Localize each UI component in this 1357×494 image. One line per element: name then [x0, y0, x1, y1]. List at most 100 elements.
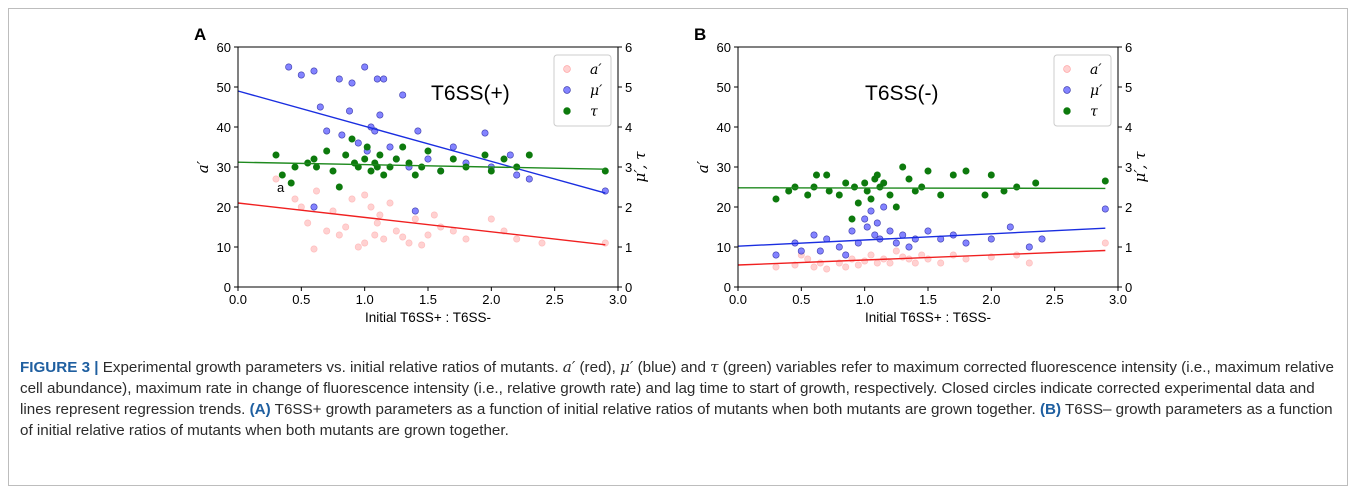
- data-point-green: [361, 155, 369, 163]
- y-right-tick-label: 2: [1125, 200, 1132, 215]
- x-tick-label: 0.0: [229, 292, 247, 307]
- legend-box: [553, 54, 612, 127]
- data-point-green: [791, 183, 799, 191]
- y-left-tick-label: 60: [717, 40, 731, 55]
- y-right-tick-label: 1: [1125, 240, 1132, 255]
- y-left-tick-label: 0: [724, 280, 731, 295]
- data-point-red: [342, 223, 350, 231]
- y-left-tick-label: 10: [717, 240, 731, 255]
- data-point-blue: [772, 251, 780, 259]
- y-left-tick-label: 50: [717, 80, 731, 95]
- data-point-red: [867, 251, 875, 259]
- y-right-tick-label: 5: [1125, 80, 1132, 95]
- data-point-green: [892, 203, 900, 211]
- y-left-tick-label: 0: [224, 280, 231, 295]
- data-point-green: [411, 171, 419, 179]
- data-point-blue: [414, 127, 422, 135]
- data-point-red: [804, 255, 812, 263]
- y-right-tick-label: 3: [625, 160, 632, 175]
- data-point-blue: [348, 79, 356, 87]
- data-point-green: [348, 135, 356, 143]
- data-point-red: [354, 243, 362, 251]
- data-point-blue: [810, 231, 818, 239]
- y-left-tick-label: 20: [717, 200, 731, 215]
- data-point-green: [850, 183, 858, 191]
- data-point-blue: [1025, 243, 1033, 251]
- data-point-red: [371, 231, 379, 239]
- data-point-green: [449, 155, 457, 163]
- data-point-green: [310, 155, 318, 163]
- data-point-blue: [987, 235, 995, 243]
- data-point-blue: [525, 175, 533, 183]
- legend-marker-blue: [1063, 86, 1071, 94]
- data-point-blue: [880, 203, 888, 211]
- data-point-red: [430, 211, 438, 219]
- x-tick-label: 1.5: [419, 292, 437, 307]
- data-point-green: [323, 147, 331, 155]
- y-right-tick-label: 4: [1125, 120, 1132, 135]
- data-point-blue: [797, 247, 805, 255]
- data-point-green: [418, 163, 426, 171]
- y-right-tick-label: 6: [1125, 40, 1132, 55]
- legend-entry: τ: [590, 104, 598, 120]
- x-tick-label: 1.0: [856, 292, 874, 307]
- data-point-green: [329, 167, 337, 175]
- legend-marker-green: [1063, 107, 1071, 115]
- caption-text-5: T6SS+ growth parameters as a function of…: [270, 401, 1040, 418]
- data-point-green: [918, 183, 926, 191]
- regression-line-red: [237, 202, 606, 246]
- data-point-green: [987, 171, 995, 179]
- data-point-blue: [1006, 223, 1014, 231]
- data-point-blue: [338, 131, 346, 139]
- data-point-green: [437, 167, 445, 175]
- data-point-blue: [848, 227, 856, 235]
- caption-var-a: a′: [562, 358, 576, 376]
- data-point-blue: [924, 227, 932, 235]
- caption-var-mu: μ′: [620, 358, 634, 376]
- y-left-axis-label: a′: [694, 160, 712, 173]
- data-point-blue: [506, 151, 514, 159]
- legend-marker-blue: [563, 86, 571, 94]
- x-tick-label: 2.5: [546, 292, 564, 307]
- caption-text-2: (red),: [575, 359, 621, 376]
- data-point-green: [835, 191, 843, 199]
- x-tick-label: 0.5: [292, 292, 310, 307]
- data-point-green: [949, 171, 957, 179]
- x-tick-label: 3.0: [1109, 292, 1127, 307]
- data-point-green: [848, 215, 856, 223]
- x-tick-label: 3.0: [609, 292, 627, 307]
- data-point-blue: [861, 215, 869, 223]
- x-tick-label: 2.0: [482, 292, 500, 307]
- y-left-tick-label: 40: [217, 120, 231, 135]
- y-right-tick-label: 6: [625, 40, 632, 55]
- data-point-blue: [376, 111, 384, 119]
- y-right-tick-label: 4: [625, 120, 632, 135]
- legend-entry: a′: [590, 62, 602, 78]
- regression-line-blue: [237, 90, 606, 194]
- legend-marker-green: [563, 107, 571, 115]
- stray-label: a: [277, 180, 285, 195]
- data-point-green: [772, 195, 780, 203]
- data-point-blue: [513, 171, 521, 179]
- data-point-blue: [899, 231, 907, 239]
- x-tick-label: 2.0: [982, 292, 1000, 307]
- data-point-green: [785, 187, 793, 195]
- data-point-green: [424, 147, 432, 155]
- data-point-green: [278, 171, 286, 179]
- data-point-green: [981, 191, 989, 199]
- panel-annotation: T6SS(+): [431, 82, 510, 105]
- data-point-blue: [886, 227, 894, 235]
- data-point-red: [376, 211, 384, 219]
- data-point-blue: [905, 243, 913, 251]
- caption-panel-a-ref: (A): [249, 401, 271, 418]
- legend-marker-red: [563, 65, 571, 73]
- caption-figure-label: FIGURE 3 |: [20, 359, 99, 376]
- data-point-blue: [361, 63, 369, 71]
- data-point-green: [380, 171, 388, 179]
- data-point-green: [899, 163, 907, 171]
- data-point-red: [399, 233, 407, 241]
- caption-text-6: T6SS– growth parameters as a function of…: [20, 401, 1333, 439]
- data-point-red: [367, 203, 375, 211]
- regression-line-green: [237, 161, 606, 170]
- data-point-red: [418, 241, 426, 249]
